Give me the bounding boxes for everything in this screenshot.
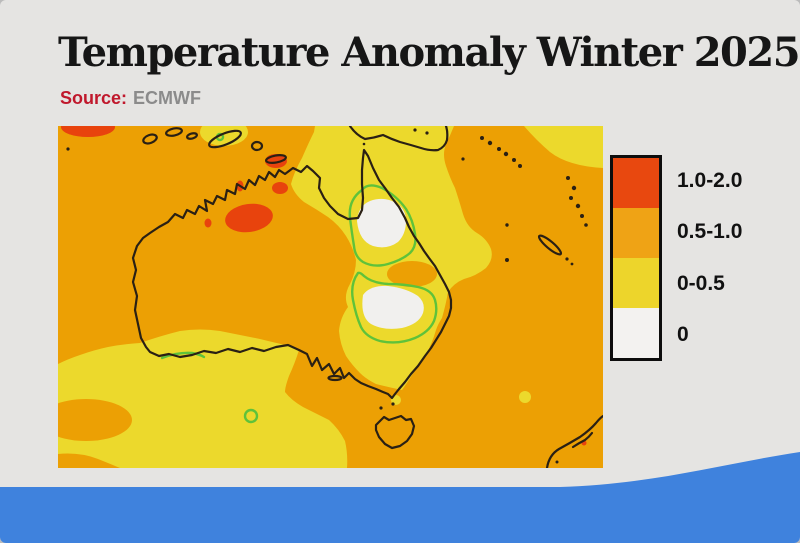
new-zealand-coastline xyxy=(545,414,603,468)
page-title: Temperature Anomaly Winter 2025 xyxy=(58,29,800,76)
anomaly-high-patches xyxy=(61,126,587,446)
anomaly-mid-patches xyxy=(58,261,437,468)
indonesia-island-arc xyxy=(66,127,287,164)
australia-coastline xyxy=(131,148,453,400)
anomaly-map-svg xyxy=(58,126,603,468)
pacific-islands xyxy=(461,136,588,266)
legend-label-high: 1.0-2.0 xyxy=(677,168,743,192)
legend-labels: 1.0-2.0 0.5-1.0 0-0.5 0 xyxy=(677,155,742,361)
legend-label-mid: 0.5-1.0 xyxy=(677,220,743,244)
anomaly-map xyxy=(58,126,603,468)
anomaly-zero-patches xyxy=(357,198,424,329)
new-guinea-coastline xyxy=(348,126,449,152)
zero-contour-lines xyxy=(160,132,438,424)
tasmania-coastline xyxy=(374,402,416,450)
south-australia-islands xyxy=(327,374,343,382)
legend-swatch-zero xyxy=(613,308,659,358)
source-value: ECMWF xyxy=(133,88,202,108)
legend-label-zero: 0 xyxy=(677,323,689,347)
legend-swatch-low xyxy=(613,258,659,308)
legend-label-low: 0-0.5 xyxy=(677,271,725,295)
footer-wave xyxy=(0,452,800,543)
legend-colorbar xyxy=(610,155,662,361)
source-line: Source: ECMWF xyxy=(60,88,201,109)
legend-swatch-mid xyxy=(613,208,659,258)
footer-wave-shape xyxy=(0,452,800,543)
legend: 1.0-2.0 0.5-1.0 0-0.5 0 xyxy=(610,155,742,361)
source-label: Source: xyxy=(60,88,128,108)
legend-swatch-high xyxy=(613,158,659,208)
